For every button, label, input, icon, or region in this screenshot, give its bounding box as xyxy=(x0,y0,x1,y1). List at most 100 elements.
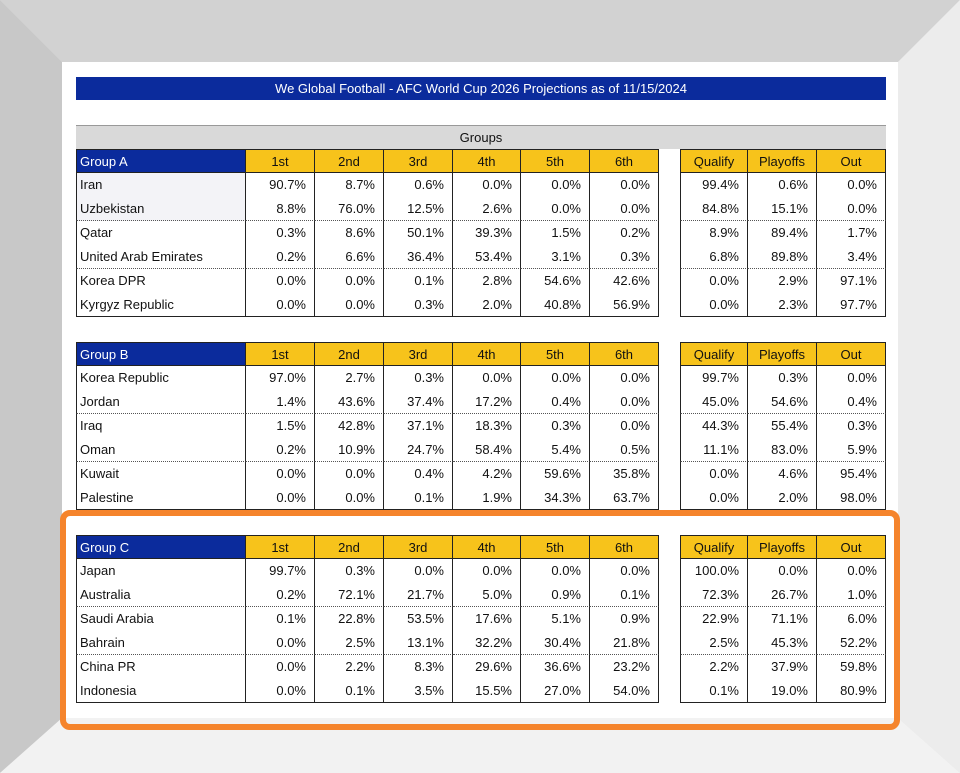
cell-value: 0.0% xyxy=(590,173,659,197)
cell-value: 72.3% xyxy=(680,583,748,607)
column-header: 6th xyxy=(590,535,659,559)
cell-value: 59.6% xyxy=(521,462,590,486)
group-name: Group A xyxy=(76,149,246,173)
cell-value: 3.4% xyxy=(817,245,886,269)
cell-value: 0.0% xyxy=(680,293,748,317)
cell-value: 0.2% xyxy=(246,438,315,462)
cell-value: 90.7% xyxy=(246,173,315,197)
cell-value: 0.0% xyxy=(246,631,315,655)
cell-value: 0.2% xyxy=(246,245,315,269)
cell-value: 0.0% xyxy=(246,486,315,510)
cell-value: 0.3% xyxy=(315,559,384,583)
cell-value: 3.1% xyxy=(521,245,590,269)
cell-value: 0.4% xyxy=(817,390,886,414)
cell-value: 1.5% xyxy=(246,414,315,438)
bevel-bottom xyxy=(0,718,960,773)
team-name: Japan xyxy=(76,559,246,583)
cell-value: 45.0% xyxy=(680,390,748,414)
team-name: Oman xyxy=(76,438,246,462)
cell-value: 6.8% xyxy=(680,245,748,269)
cell-value: 21.7% xyxy=(384,583,453,607)
cell-value: 84.8% xyxy=(680,197,748,221)
cell-value: 2.2% xyxy=(315,655,384,679)
cell-value: 0.1% xyxy=(315,679,384,703)
cell-value: 5.0% xyxy=(453,583,521,607)
cell-value: 36.6% xyxy=(521,655,590,679)
column-header: Qualify xyxy=(680,342,748,366)
cell-value: 45.3% xyxy=(748,631,817,655)
column-header: Out xyxy=(817,342,886,366)
cell-value: 0.0% xyxy=(246,655,315,679)
cell-value: 53.4% xyxy=(453,245,521,269)
cell-value: 2.2% xyxy=(680,655,748,679)
cell-value: 1.0% xyxy=(817,583,886,607)
cell-value: 8.9% xyxy=(680,221,748,245)
cell-value: 97.1% xyxy=(817,269,886,293)
cell-value: 0.0% xyxy=(817,559,886,583)
cell-value: 35.8% xyxy=(590,462,659,486)
cell-value: 0.9% xyxy=(521,583,590,607)
cell-value: 0.0% xyxy=(590,559,659,583)
team-name: Qatar xyxy=(76,221,246,245)
cell-value: 0.0% xyxy=(590,414,659,438)
column-header: 5th xyxy=(521,149,590,173)
cell-value: 63.7% xyxy=(590,486,659,510)
cell-value: 54.6% xyxy=(521,269,590,293)
cell-value: 99.7% xyxy=(680,366,748,390)
cell-value: 0.0% xyxy=(521,559,590,583)
cell-value: 0.0% xyxy=(453,173,521,197)
column-header: Playoffs xyxy=(748,342,817,366)
cell-value: 0.3% xyxy=(521,414,590,438)
team-name: Saudi Arabia xyxy=(76,607,246,631)
cell-value: 0.3% xyxy=(384,366,453,390)
cell-value: 58.4% xyxy=(453,438,521,462)
cell-value: 52.2% xyxy=(817,631,886,655)
column-header: 5th xyxy=(521,342,590,366)
cell-value: 83.0% xyxy=(748,438,817,462)
column-header: 4th xyxy=(453,535,521,559)
column-header: 3rd xyxy=(384,342,453,366)
column-header: 3rd xyxy=(384,149,453,173)
column-header: Qualify xyxy=(680,149,748,173)
column-header: 2nd xyxy=(315,535,384,559)
cell-value: 18.3% xyxy=(453,414,521,438)
cell-value: 4.2% xyxy=(453,462,521,486)
cell-value: 2.9% xyxy=(748,269,817,293)
cell-value: 1.5% xyxy=(521,221,590,245)
cell-value: 32.2% xyxy=(453,631,521,655)
cell-value: 2.6% xyxy=(453,197,521,221)
cell-value: 0.9% xyxy=(590,607,659,631)
cell-value: 0.0% xyxy=(680,486,748,510)
cell-value: 0.5% xyxy=(590,438,659,462)
cell-value: 71.1% xyxy=(748,607,817,631)
team-name: China PR xyxy=(76,655,246,679)
column-header: 5th xyxy=(521,535,590,559)
cell-value: 17.2% xyxy=(453,390,521,414)
column-header: 6th xyxy=(590,342,659,366)
column-header: 1st xyxy=(246,149,315,173)
column-header: 4th xyxy=(453,342,521,366)
cell-value: 2.0% xyxy=(453,293,521,317)
cell-value: 0.1% xyxy=(384,486,453,510)
cell-value: 0.0% xyxy=(817,366,886,390)
cell-value: 1.4% xyxy=(246,390,315,414)
cell-value: 19.0% xyxy=(748,679,817,703)
column-header: 2nd xyxy=(315,149,384,173)
cell-value: 0.0% xyxy=(315,269,384,293)
cell-value: 0.0% xyxy=(748,559,817,583)
team-name: Bahrain xyxy=(76,631,246,655)
cell-value: 89.4% xyxy=(748,221,817,245)
cell-value: 0.0% xyxy=(521,197,590,221)
cell-value: 23.2% xyxy=(590,655,659,679)
cell-value: 97.7% xyxy=(817,293,886,317)
cell-value: 0.3% xyxy=(384,293,453,317)
cell-value: 4.6% xyxy=(748,462,817,486)
cell-value: 39.3% xyxy=(453,221,521,245)
cell-value: 5.1% xyxy=(521,607,590,631)
team-name: Palestine xyxy=(76,486,246,510)
cell-value: 0.1% xyxy=(384,269,453,293)
cell-value: 0.0% xyxy=(315,462,384,486)
column-header: 4th xyxy=(453,149,521,173)
cell-value: 24.7% xyxy=(384,438,453,462)
